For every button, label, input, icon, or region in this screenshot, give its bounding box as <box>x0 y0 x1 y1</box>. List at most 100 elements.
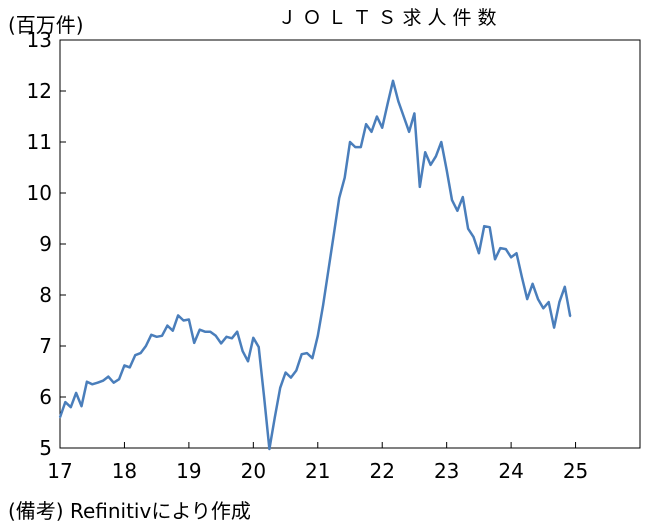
data-point <box>290 376 292 379</box>
data-point <box>80 405 83 407</box>
data-point <box>209 330 212 333</box>
data-point <box>306 352 308 354</box>
x-tick-label: 20 <box>241 459 266 483</box>
data-point <box>188 318 190 321</box>
data-point <box>118 378 120 380</box>
data-point <box>440 141 443 143</box>
data-point <box>338 197 341 199</box>
y-tick-label: 12 <box>27 79 52 103</box>
data-point <box>220 342 222 345</box>
x-tick-label: 24 <box>498 459 523 483</box>
data-point <box>268 448 271 450</box>
data-point <box>488 226 491 228</box>
data-point <box>333 233 335 235</box>
data-point <box>139 352 142 354</box>
data-point <box>177 314 179 317</box>
data-point <box>193 342 196 344</box>
data-point <box>300 353 303 355</box>
data-point <box>75 392 77 394</box>
data-point <box>354 146 357 148</box>
data-point <box>456 210 459 212</box>
data-point <box>424 151 427 153</box>
data-point <box>521 276 523 278</box>
data-point <box>236 330 239 333</box>
data-point <box>198 328 201 331</box>
data-point <box>547 301 550 303</box>
data-point <box>376 115 378 118</box>
x-tick-label: 22 <box>369 459 394 483</box>
data-point <box>510 256 512 259</box>
x-tick-label: 17 <box>47 459 72 483</box>
data-point <box>284 371 287 374</box>
data-point <box>569 315 572 318</box>
chart-title: ＪＯＬＴＳ求人件数 <box>277 7 502 29</box>
data-point <box>145 345 147 347</box>
data-point <box>112 381 115 384</box>
y-tick-label: 13 <box>27 28 52 52</box>
data-point <box>316 335 319 337</box>
data-point <box>429 164 432 166</box>
x-axis: 17 18 19 20 21 22 23 24 25 <box>47 442 588 483</box>
y-axis-unit-label: (百万件) <box>8 13 84 37</box>
data-point <box>128 366 131 369</box>
data-point <box>96 381 99 384</box>
y-tick-label: 8 <box>39 283 52 307</box>
data-point <box>279 387 282 389</box>
data-point <box>478 252 480 254</box>
x-tick-label: 19 <box>176 459 201 483</box>
data-point <box>166 324 169 327</box>
data-point <box>123 364 126 367</box>
data-point <box>204 330 206 333</box>
data-point <box>537 298 539 300</box>
data-point <box>553 326 555 329</box>
series-line <box>58 79 572 451</box>
data-point <box>349 141 351 143</box>
data-point <box>359 146 362 148</box>
data-point <box>445 169 448 171</box>
data-point <box>526 298 529 300</box>
data-point <box>322 304 324 307</box>
data-point <box>531 282 534 285</box>
data-point <box>494 258 496 261</box>
data-point <box>59 416 61 419</box>
data-point <box>418 186 421 188</box>
data-point <box>327 268 330 271</box>
data-point <box>263 396 265 398</box>
data-point <box>91 383 94 386</box>
data-point <box>102 379 104 382</box>
data-point <box>483 225 486 227</box>
y-tick-label: 6 <box>39 385 52 409</box>
y-tick-label: 7 <box>39 334 52 358</box>
data-point <box>343 176 346 179</box>
series-group <box>58 79 572 451</box>
x-tick-label: 21 <box>305 459 330 483</box>
y-tick-label: 9 <box>39 232 52 256</box>
data-point <box>451 199 453 201</box>
data-point <box>435 155 437 158</box>
data-point <box>273 416 276 419</box>
data-point <box>86 380 88 383</box>
data-point <box>542 307 545 310</box>
data-point <box>413 112 416 115</box>
data-point <box>402 115 405 118</box>
data-point <box>381 126 384 129</box>
data-point <box>504 248 507 250</box>
data-point <box>150 333 153 336</box>
data-point <box>107 375 110 378</box>
y-tick-label: 11 <box>27 130 52 154</box>
plot-area <box>59 39 641 449</box>
data-point <box>247 360 249 363</box>
data-point <box>171 329 174 332</box>
data-point <box>461 196 464 198</box>
data-point <box>397 100 400 102</box>
data-point <box>155 336 158 338</box>
data-point <box>515 252 518 254</box>
data-point <box>241 350 244 352</box>
data-point <box>225 336 228 338</box>
data-point <box>563 286 566 288</box>
data-point <box>408 131 410 133</box>
data-point <box>392 80 394 82</box>
data-point <box>161 335 163 337</box>
data-point <box>295 369 298 372</box>
